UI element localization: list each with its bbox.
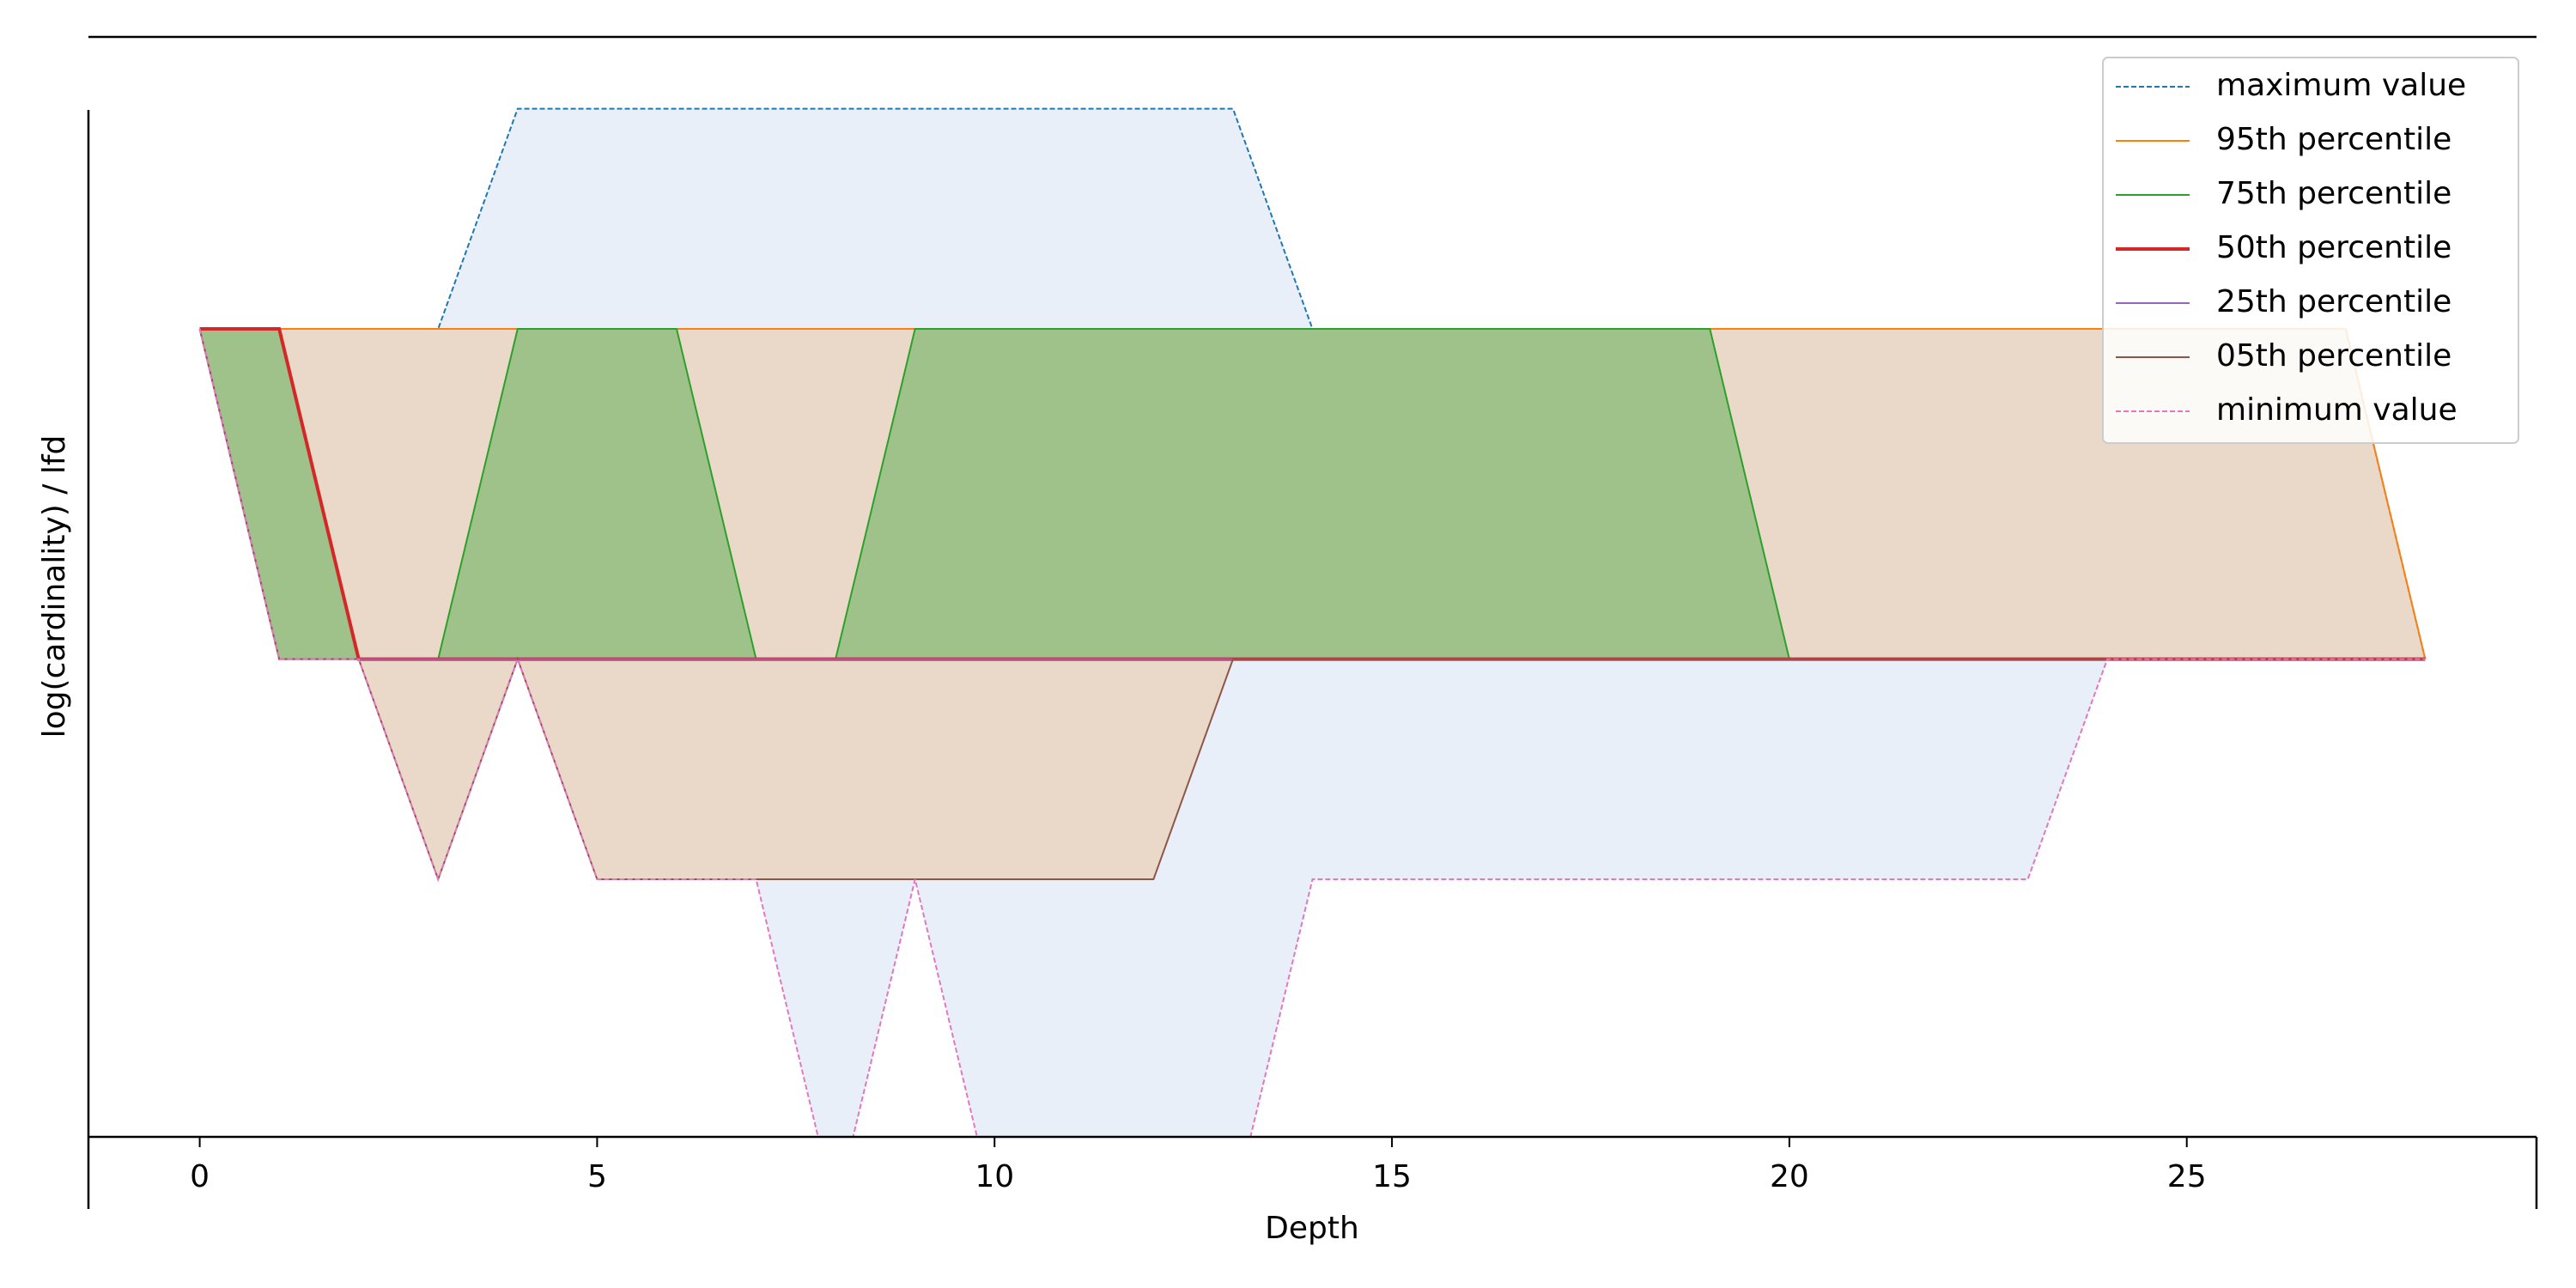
legend-label: maximum value — [2216, 68, 2466, 103]
legend-label: 25th percentile — [2216, 284, 2451, 319]
x-tick-label: 20 — [1770, 1159, 1809, 1194]
legend-label: 50th percentile — [2216, 230, 2451, 265]
legend-label: 95th percentile — [2216, 122, 2451, 157]
legend-label: 05th percentile — [2216, 338, 2451, 374]
band-fill — [199, 329, 2426, 659]
series-line — [199, 107, 2427, 659]
legend-label: minimum value — [2216, 392, 2458, 428]
x-tick-label: 5 — [587, 1159, 607, 1194]
series-line — [198, 328, 2426, 1137]
plot-lines — [198, 107, 2427, 1137]
x-tick-label: 15 — [1372, 1159, 1412, 1194]
y-axis-label: log(cardinality) / lfd — [37, 435, 72, 738]
x-axis-label: Depth — [1265, 1211, 1359, 1246]
plot-area — [199, 108, 2426, 1137]
x-tick-label: 0 — [190, 1159, 210, 1194]
x-tick-label: 10 — [975, 1159, 1014, 1194]
legend: maximum value 95th percentile 75th percent… — [2102, 57, 2519, 444]
legend-label: 75th percentile — [2216, 176, 2451, 211]
legend-box — [2102, 57, 2519, 444]
x-tick-label: 25 — [2167, 1159, 2207, 1194]
